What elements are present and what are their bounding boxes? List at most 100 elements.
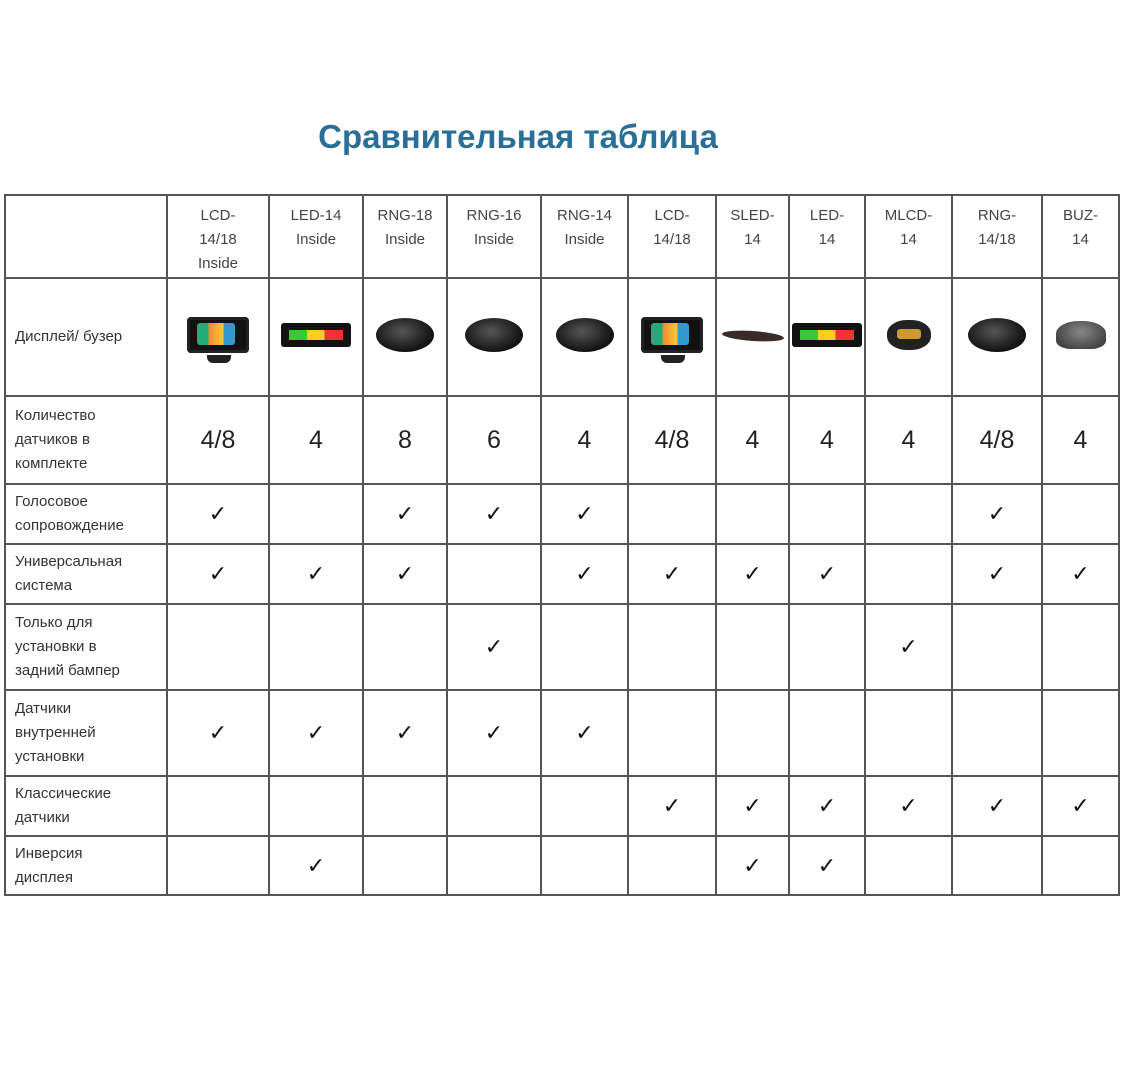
feature-row: Голосовое сопровождение ✓ ✓ ✓ ✓ ✓ [4, 483, 1120, 545]
device-cell [166, 277, 270, 397]
check-icon: ✓ [446, 483, 542, 545]
check-icon: ✓ [715, 775, 790, 837]
column-header: RNG-16 Inside [446, 194, 542, 279]
empty-cell [627, 603, 717, 691]
round-device-image [465, 317, 523, 352]
sensor-count: 4 [788, 395, 866, 485]
column-header: RNG-14 Inside [540, 194, 629, 279]
feature-row: Классические датчики ✓ ✓ ✓ ✓ ✓ ✓ [4, 775, 1120, 837]
column-header: BUZ- 14 [1041, 194, 1120, 279]
device-cell [362, 277, 448, 397]
empty-cell [715, 689, 790, 777]
row-label: Только для установки в задний бампер [4, 603, 168, 691]
empty-cell [362, 835, 448, 896]
sensor-count: 4 [1041, 395, 1120, 485]
device-cell [788, 277, 866, 397]
row-label: Инверсия дисплея [4, 835, 168, 896]
check-icon: ✓ [446, 689, 542, 777]
empty-cell [1041, 835, 1120, 896]
check-icon: ✓ [627, 775, 717, 837]
check-icon: ✓ [362, 689, 448, 777]
display-row: Дисплей/ бузер [4, 277, 1120, 397]
row-label: Датчики внутренней установки [4, 689, 168, 777]
comparison-table: LCD- 14/18 Inside LED-14 Inside RNG-18 Ins… [4, 194, 1120, 896]
empty-cell [627, 835, 717, 896]
row-label: Дисплей/ бузер [4, 277, 168, 397]
check-icon: ✓ [166, 483, 270, 545]
empty-cell [788, 483, 866, 545]
check-icon: ✓ [166, 689, 270, 777]
feature-row: Инверсия дисплея ✓ ✓ ✓ [4, 835, 1120, 896]
device-cell [951, 277, 1043, 397]
empty-cell [864, 483, 953, 545]
empty-cell [166, 603, 270, 691]
feature-row: Только для установки в задний бампер ✓ ✓ [4, 603, 1120, 691]
check-icon: ✓ [540, 689, 629, 777]
header-row: LCD- 14/18 Inside LED-14 Inside RNG-18 Ins… [4, 194, 1120, 279]
empty-cell [268, 603, 364, 691]
column-header: RNG-18 Inside [362, 194, 448, 279]
device-cell [540, 277, 629, 397]
check-icon: ✓ [627, 543, 717, 605]
sensor-count: 4/8 [627, 395, 717, 485]
check-icon: ✓ [715, 543, 790, 605]
sensor-count: 4/8 [166, 395, 270, 485]
check-icon: ✓ [864, 775, 953, 837]
sensor-count: 4 [715, 395, 790, 485]
mlcd-device-image [886, 319, 931, 350]
empty-cell [627, 689, 717, 777]
empty-cell [540, 603, 629, 691]
check-icon: ✓ [362, 543, 448, 605]
round-device-image [968, 317, 1026, 352]
count-row: Количество датчиков в комплекте 4/8 4 8 6 4 4/… [4, 395, 1120, 485]
check-icon: ✓ [540, 543, 629, 605]
empty-cell [446, 775, 542, 837]
row-label: Универсальная система [4, 543, 168, 605]
empty-cell [951, 603, 1043, 691]
device-cell [864, 277, 953, 397]
check-icon: ✓ [715, 835, 790, 896]
empty-cell [540, 775, 629, 837]
check-icon: ✓ [864, 603, 953, 691]
check-icon: ✓ [951, 483, 1043, 545]
check-icon: ✓ [1041, 543, 1120, 605]
device-cell [627, 277, 717, 397]
sensor-count: 4 [268, 395, 364, 485]
check-icon: ✓ [268, 835, 364, 896]
sensor-count: 4 [540, 395, 629, 485]
row-label: Голосовое сопровождение [4, 483, 168, 545]
empty-cell [715, 603, 790, 691]
empty-cell [951, 835, 1043, 896]
column-header: MLCD- 14 [864, 194, 953, 279]
sensor-count: 4/8 [951, 395, 1043, 485]
empty-cell [446, 543, 542, 605]
check-icon: ✓ [268, 543, 364, 605]
round-device-image [555, 317, 614, 352]
sensor-count: 6 [446, 395, 542, 485]
empty-cell [627, 483, 717, 545]
check-icon: ✓ [1041, 775, 1120, 837]
check-icon: ✓ [446, 603, 542, 691]
check-icon: ✓ [788, 835, 866, 896]
empty-cell [362, 603, 448, 691]
feature-row: Датчики внутренней установки ✓ ✓ ✓ ✓ ✓ [4, 689, 1120, 777]
empty-cell [864, 835, 953, 896]
lcd-device-image [187, 316, 249, 363]
device-cell [268, 277, 364, 397]
check-icon: ✓ [166, 543, 270, 605]
empty-cell [788, 603, 866, 691]
column-header: SLED- 14 [715, 194, 790, 279]
column-header: RNG- 14/18 [951, 194, 1043, 279]
column-header: LCD- 14/18 [627, 194, 717, 279]
empty-cell [166, 775, 270, 837]
empty-cell [540, 835, 629, 896]
empty-cell [864, 543, 953, 605]
row-label: Количество датчиков в комплекте [4, 395, 168, 485]
sensor-count: 4 [864, 395, 953, 485]
device-cell [715, 277, 790, 397]
empty-cell [864, 689, 953, 777]
check-icon: ✓ [951, 543, 1043, 605]
row-label: Классические датчики [4, 775, 168, 837]
round-device-image [376, 317, 434, 352]
feature-row: Универсальная система ✓ ✓ ✓ ✓ ✓ ✓ ✓ ✓ ✓ [4, 543, 1120, 605]
